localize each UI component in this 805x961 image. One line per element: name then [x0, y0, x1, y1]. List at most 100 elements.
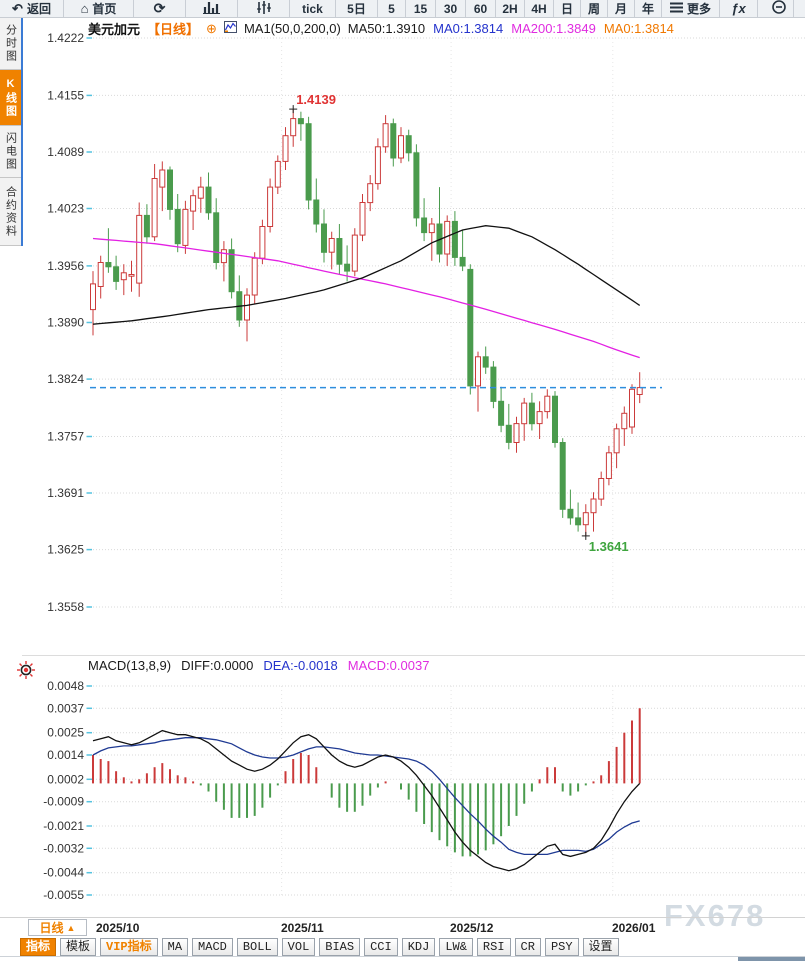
- candle: [236, 275, 243, 327]
- candle: [467, 264, 474, 395]
- toolbar-item-label: 首页: [92, 2, 117, 16]
- sidebar-tab-lightning-chart[interactable]: 闪电图: [0, 126, 21, 178]
- toolbar-item-interval-month[interactable]: 月: [608, 0, 635, 17]
- toolbar-item-home[interactable]: ⌂ 首页: [64, 0, 134, 17]
- toolbar-item-interval-4h[interactable]: 4H: [525, 0, 554, 17]
- toolbar-item-interval-tick[interactable]: tick: [290, 0, 336, 17]
- menu-icon: [669, 2, 683, 16]
- candle: [475, 351, 481, 412]
- candle: [328, 231, 335, 270]
- theme-toggle-icon[interactable]: [16, 660, 36, 680]
- low-price-label: 1.3641: [589, 539, 629, 554]
- indicator-tab-settings[interactable]: 设置: [582, 937, 619, 956]
- toolbar-item-interval-5d[interactable]: 5日: [336, 0, 378, 17]
- ma-value: MA200:1.3849: [511, 21, 596, 36]
- candle: [621, 406, 628, 446]
- candle: [313, 178, 320, 233]
- macd-tick-label: 0.0048: [47, 679, 84, 693]
- indicator-tab-bias[interactable]: BIAS: [319, 937, 361, 956]
- toolbar-item-refresh[interactable]: ⟳: [134, 0, 186, 17]
- candle: [128, 260, 135, 292]
- indicator-tab-macd[interactable]: MACD: [192, 937, 233, 956]
- sidebar-tab-time-chart[interactable]: 分时图: [0, 18, 21, 70]
- candle: [367, 175, 374, 212]
- candle: [567, 489, 574, 525]
- toolbar-item-back[interactable]: ↶ 返回: [0, 0, 64, 17]
- sidebar-tab-contract-info[interactable]: 合约资料: [0, 178, 21, 246]
- candle: [413, 144, 420, 227]
- candle: [267, 178, 274, 233]
- x-axis-label: 2025/12: [450, 921, 494, 935]
- candle: [428, 218, 435, 261]
- macd-tick-label: -0.0055: [43, 888, 84, 902]
- indicator-tab-cr[interactable]: CR: [514, 937, 541, 956]
- indicator-tab-vip-indicators[interactable]: VIP指标: [100, 937, 158, 956]
- x-axis-label: 2025/11: [281, 921, 324, 935]
- toolbar-item-interval-2h[interactable]: 2H: [496, 0, 525, 17]
- macd-value: DEA:-0.0018: [263, 658, 338, 673]
- candle: [197, 176, 204, 213]
- scrollbar-thumb[interactable]: [738, 957, 805, 961]
- indicator-tab-lw[interactable]: LW&: [439, 937, 473, 956]
- macd-value: MACD:0.0037: [347, 658, 430, 673]
- y-tick-label: 1.3890: [47, 316, 84, 330]
- candle: [451, 211, 458, 266]
- candle: [151, 164, 158, 242]
- toolbar-item-chart-type-bar[interactable]: [186, 0, 238, 17]
- back-arrow-icon: ↶: [12, 0, 23, 16]
- candle: [582, 504, 589, 536]
- x-axis-label: 2025/10: [96, 921, 140, 935]
- toolbar-item-interval-5m[interactable]: 5: [378, 0, 406, 17]
- toolbar-item-interval-60m[interactable]: 60: [466, 0, 496, 17]
- toolbar-item-interval-15m[interactable]: 15: [406, 0, 436, 17]
- candle: [305, 116, 312, 210]
- add-indicator-icon[interactable]: ⊕: [206, 20, 217, 36]
- indicator-tab-vol[interactable]: VOL: [281, 937, 316, 956]
- candle: [482, 346, 489, 374]
- indicator-tab-boll[interactable]: BOLL: [236, 937, 278, 956]
- indicator-tab-ma[interactable]: MA: [161, 937, 189, 956]
- candle: [505, 403, 512, 450]
- candle: [552, 391, 558, 448]
- candle: [405, 129, 412, 162]
- ma-value: MA0:1.3814: [603, 21, 674, 36]
- refresh-icon: ⟳: [153, 0, 166, 16]
- indicator-tab-templates[interactable]: 模板: [60, 937, 97, 956]
- y-tick-label: 1.4222: [47, 31, 84, 45]
- toolbar-item-interval-day[interactable]: 日: [554, 0, 581, 17]
- toolbar-item-interval-30m[interactable]: 30: [436, 0, 466, 17]
- macd-header: MACD(13,8,9) DIFF:0.0000 DEA:-0.0018 MACD:…: [88, 658, 439, 673]
- candle: [336, 224, 343, 275]
- indicator-tab-indicators[interactable]: 指标: [20, 937, 57, 956]
- toolbar-item-label: 月: [614, 2, 627, 16]
- macd-values: DIFF:0.0000 DEA:-0.0018 MACD:0.0037: [181, 658, 439, 673]
- period-selector-label: 日线: [39, 921, 64, 935]
- toolbar-item-label: 15: [413, 1, 428, 16]
- macd-value: DIFF:0.0000: [181, 658, 254, 673]
- candle: [374, 138, 381, 190]
- toolbar-item-zoom-out[interactable]: [758, 0, 794, 17]
- candle: [521, 397, 528, 441]
- y-tick-label: 1.3558: [47, 600, 84, 614]
- indicator-tab-rsi[interactable]: RSI: [476, 937, 511, 956]
- candle: [513, 416, 520, 453]
- candle: [629, 384, 635, 434]
- indicator-tab-cci[interactable]: CCI: [364, 937, 398, 956]
- ma-value: MA50:1.3910: [347, 21, 426, 36]
- toolbar-item-interval-week[interactable]: 周: [581, 0, 608, 17]
- y-tick-label: 1.3757: [47, 430, 84, 444]
- toolbar-item-interval-year[interactable]: 年: [635, 0, 662, 17]
- y-tick-label: 1.3625: [47, 543, 84, 557]
- toolbar-item-formula[interactable]: ƒx: [720, 0, 758, 17]
- indicator-tab-kdj[interactable]: KDJ: [401, 937, 436, 956]
- toolbar-item-more[interactable]: 更多: [662, 0, 720, 17]
- period-selector-button[interactable]: 日线 ▲: [28, 919, 87, 936]
- period-label: 【日线】: [147, 22, 200, 37]
- candle: [613, 423, 620, 469]
- candle: [174, 194, 181, 253]
- indicator-tab-psy[interactable]: PSY: [544, 937, 579, 956]
- toolbar-item-chart-type-candle[interactable]: [238, 0, 290, 17]
- sidebar-tab-kline-chart[interactable]: K线图: [0, 70, 21, 126]
- candle: [282, 127, 289, 170]
